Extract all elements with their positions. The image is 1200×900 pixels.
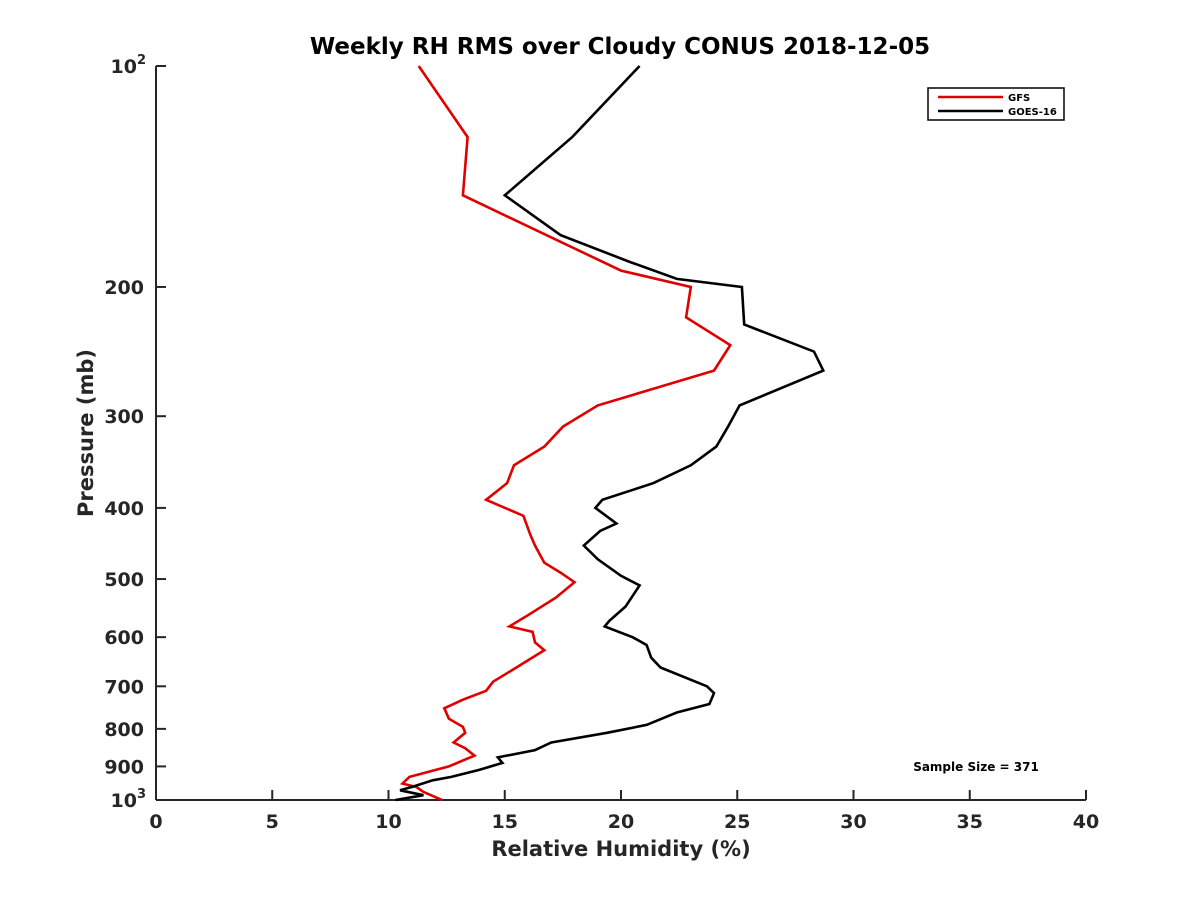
y-tick-label: 700	[104, 676, 144, 698]
y-tick-label-power: 103	[111, 787, 147, 812]
x-tick-label: 25	[724, 811, 750, 833]
x-tick-label: 5	[266, 811, 279, 833]
series-line-gfs	[399, 65, 733, 802]
sample-size-annotation: Sample Size = 371	[913, 760, 1039, 774]
x-tick-label: 10	[375, 811, 401, 833]
x-tick-label: 20	[608, 811, 634, 833]
series-lines	[395, 65, 826, 802]
legend-label-goes16: GOES-16	[1008, 107, 1057, 118]
legend-label-gfs: GFS	[1008, 93, 1030, 104]
y-tick-label: 200	[104, 277, 144, 299]
x-axis-ticks: 0 5 10 15 20 25 30 35 40	[149, 790, 1099, 833]
x-tick-label: 35	[957, 811, 983, 833]
y-tick-label-power: 102	[111, 53, 147, 78]
y-tick-label: 800	[104, 719, 144, 741]
legend-box	[927, 87, 1065, 121]
chart-title: Weekly RH RMS over Cloudy CONUS 2018-12-…	[310, 34, 930, 60]
y-tick-label: 400	[104, 498, 144, 520]
x-tick-label: 40	[1073, 811, 1099, 833]
y-tick-label: 300	[104, 406, 144, 428]
y-tick-label: 600	[104, 627, 144, 649]
legend: GFS GOES-16	[927, 87, 1065, 121]
plot-area	[155, 66, 1086, 801]
y-tick-label: 500	[104, 569, 144, 591]
y-axis-ticks: 200 300 400 500 600 700 800 900 102 103	[104, 53, 166, 812]
y-axis-label: Pressure (mb)	[74, 349, 98, 517]
y-tick-label: 900	[104, 756, 144, 778]
x-tick-label: 0	[149, 811, 162, 833]
series-line-goes16	[395, 65, 826, 802]
x-tick-label: 15	[492, 811, 518, 833]
x-axis-label: Relative Humidity (%)	[491, 837, 750, 861]
x-tick-label: 30	[840, 811, 866, 833]
